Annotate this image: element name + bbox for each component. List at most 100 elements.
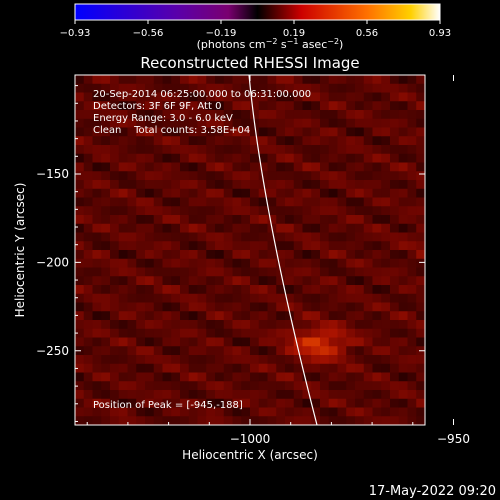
heatmap-cell [241, 267, 251, 277]
heatmap-cell [390, 75, 400, 85]
heatmap-cell [276, 145, 286, 155]
heatmap-cell [197, 276, 207, 286]
heatmap-cell [92, 197, 102, 207]
heatmap-cell [188, 153, 199, 164]
heatmap-cell [75, 145, 85, 155]
heatmap-cell [241, 118, 251, 129]
heatmap-cell [293, 363, 304, 374]
heatmap-cell [232, 153, 242, 164]
heatmap-cell [320, 171, 330, 181]
heatmap-cell [75, 398, 85, 409]
heatmap-cell [223, 337, 234, 347]
heatmap-cell [302, 328, 312, 339]
heatmap-cell [197, 346, 207, 356]
heatmap-cell [206, 398, 216, 409]
heatmap-cell [416, 372, 425, 382]
heatmap-cell [83, 398, 94, 409]
heatmap-cell [407, 293, 417, 304]
heatmap-cell [302, 398, 312, 409]
heatmap-cell [267, 258, 277, 269]
heatmap-cell [258, 276, 269, 286]
heatmap-cell [407, 136, 417, 146]
heatmap-cell [136, 197, 146, 207]
heatmap-cell [398, 241, 409, 251]
heatmap-cell [136, 75, 146, 85]
heatmap-cell [180, 293, 190, 304]
heatmap-cell [92, 407, 102, 417]
heatmap-cell [276, 311, 286, 321]
heatmap-cell [101, 110, 111, 120]
heatmap-cell [162, 180, 172, 190]
heatmap-cell [320, 285, 330, 295]
heatmap-cell [346, 197, 356, 207]
heatmap-cell [302, 127, 312, 137]
heatmap-cell [101, 381, 111, 391]
heatmap-cell [188, 92, 199, 102]
heatmap-cell [302, 320, 312, 330]
heatmap-cell [267, 381, 277, 391]
heatmap-cell [328, 407, 339, 417]
heatmap-cell [337, 241, 347, 251]
heatmap-cell [171, 153, 181, 164]
heatmap-cell [171, 355, 181, 365]
heatmap-cell [171, 188, 181, 199]
heatmap-cell [180, 232, 190, 242]
heatmap-cell [355, 127, 365, 137]
heatmap-cell [101, 101, 111, 111]
heatmap-cell [416, 311, 425, 321]
heatmap-cell [363, 215, 374, 225]
heatmap-cell [197, 363, 207, 374]
heatmap-cell [328, 110, 339, 120]
heatmap-cell [285, 337, 295, 347]
heatmap-cell [136, 250, 146, 260]
heatmap-cell [302, 390, 312, 400]
heatmap-cell [223, 346, 234, 356]
heatmap-cell [276, 337, 286, 347]
heatmap-cell [153, 320, 164, 330]
heatmap-cell [83, 381, 94, 391]
heatmap-cell [381, 372, 391, 382]
heatmap-cell [337, 92, 347, 102]
heatmap-cell [171, 92, 181, 102]
heatmap-cell [118, 75, 129, 85]
heatmap-cell [223, 311, 234, 321]
heatmap-cell [363, 285, 374, 295]
heatmap-cell [337, 145, 347, 155]
heatmap-cell [206, 188, 216, 199]
heatmap-cell [127, 302, 137, 312]
heatmap-cell [171, 250, 181, 260]
heatmap-cell [223, 101, 234, 111]
heatmap-cell [363, 250, 374, 260]
heatmap-cell [320, 206, 330, 216]
heatmap-cell [311, 145, 321, 155]
heatmap-cell [363, 92, 374, 102]
heatmap-cell [398, 153, 409, 164]
heatmap-cell [363, 118, 374, 129]
heatmap-cell [407, 145, 417, 155]
heatmap-cell [276, 180, 286, 190]
heatmap-cell [320, 311, 330, 321]
heatmap-cell [232, 372, 242, 382]
heatmap-cell [337, 285, 347, 295]
heatmap-cell [311, 153, 321, 164]
heatmap-cell [145, 302, 155, 312]
heatmap-cell [258, 285, 269, 295]
heatmap-cell [153, 223, 164, 234]
heatmap-cell [276, 215, 286, 225]
heatmap-cell [258, 188, 269, 199]
annotation-energy-range: Energy Range: 3.0 - 6.0 keV [93, 113, 233, 124]
heatmap-cell [153, 311, 164, 321]
heatmap-cell [127, 92, 137, 102]
heatmap-cell [145, 92, 155, 102]
heatmap-cell [180, 153, 190, 164]
heatmap-cell [215, 416, 225, 425]
heatmap-cell [171, 363, 181, 374]
heatmap-cell [381, 188, 391, 199]
heatmap-cell [398, 293, 409, 304]
heatmap-cell [328, 101, 339, 111]
heatmap-cell [398, 320, 409, 330]
heatmap-cell [118, 110, 129, 120]
heatmap-cell [258, 197, 269, 207]
heatmap-cell [320, 302, 330, 312]
heatmap-cell [293, 407, 304, 417]
